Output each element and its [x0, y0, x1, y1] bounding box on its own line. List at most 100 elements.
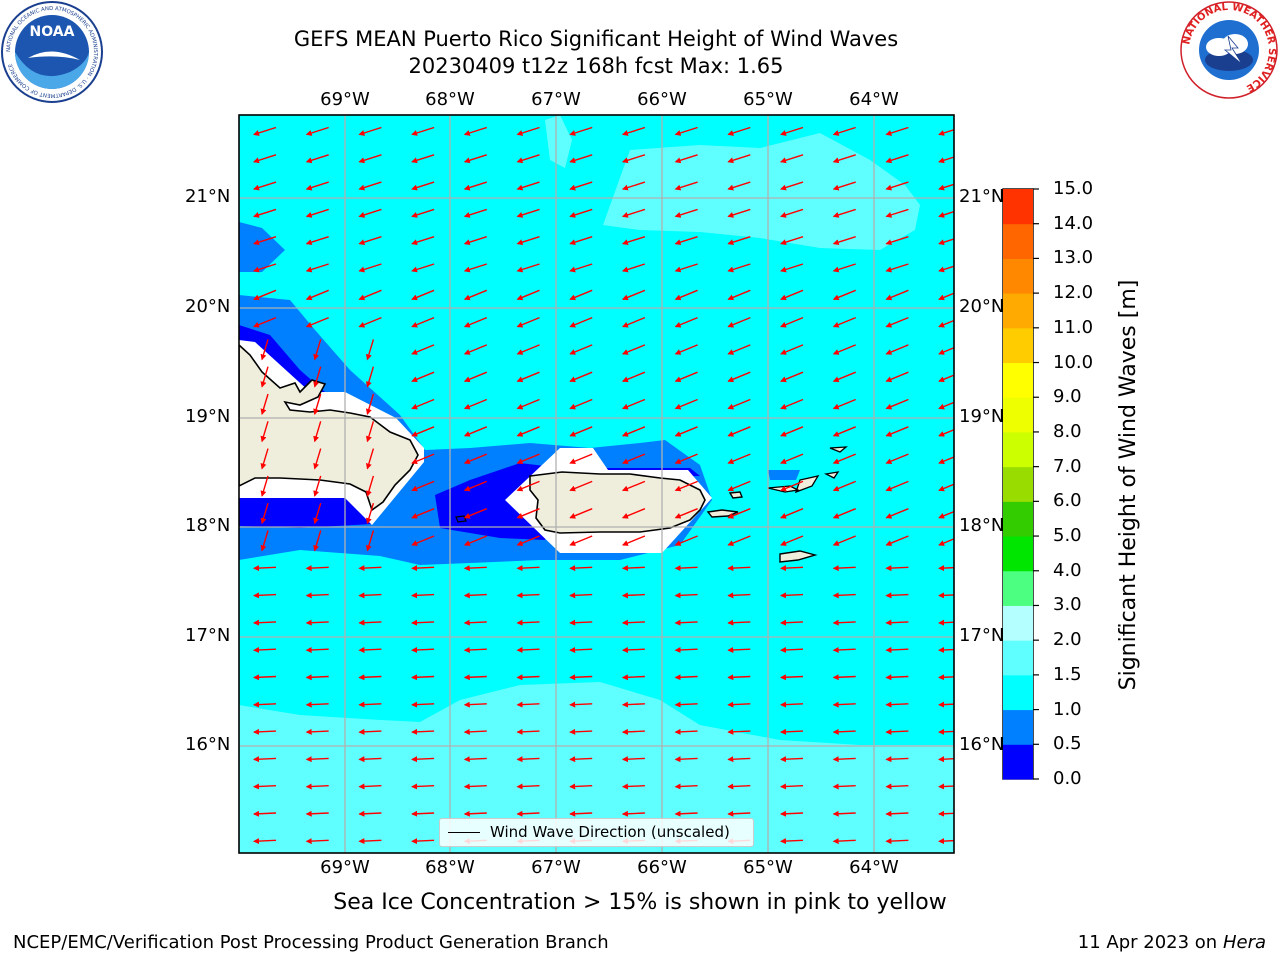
wave-arrow — [832, 344, 856, 355]
wave-arrow — [463, 453, 488, 464]
wave-arrow — [885, 154, 909, 164]
wave-arrow — [305, 289, 329, 301]
wave-arrow — [569, 181, 593, 191]
wave-arrow — [780, 646, 804, 653]
wave-arrow — [885, 592, 909, 599]
wave-arrow — [516, 535, 540, 546]
wave-arrow — [253, 236, 277, 246]
wave-arrow — [569, 783, 593, 790]
wave-arrow — [727, 208, 751, 218]
wave-arrow — [253, 263, 277, 273]
wave-arrow — [411, 592, 435, 599]
wave-arrow — [832, 674, 856, 681]
wave-arrow — [621, 289, 646, 301]
wave-arrow — [569, 236, 593, 246]
wave-arrow — [832, 565, 856, 572]
lat-label-right: 21°N — [959, 186, 1005, 207]
wave-arrow — [569, 592, 593, 599]
wave-arrow — [621, 316, 646, 328]
wave-arrow — [885, 565, 909, 572]
wave-arrow — [411, 263, 435, 273]
colorbar-title: Significant Height of Wind Waves [m] — [1116, 279, 1141, 691]
wave-arrow — [885, 756, 909, 763]
wave-arrow — [516, 371, 540, 383]
wave-arrow — [463, 398, 488, 410]
wave-arrow — [569, 535, 593, 546]
wave-arrow — [885, 480, 909, 492]
wave-arrow — [621, 126, 646, 136]
wave-arrow — [621, 646, 645, 653]
wave-arrow — [780, 263, 804, 273]
wave-arrow — [411, 783, 435, 790]
wave-arrow — [885, 535, 909, 546]
wave-arrow — [569, 208, 593, 218]
wave-arrow — [727, 181, 751, 191]
wave-arrow — [621, 783, 645, 790]
wave-arrow — [463, 480, 488, 492]
wave-arrow — [885, 181, 909, 191]
wave-arrow — [253, 592, 277, 599]
wave-arrow — [411, 426, 435, 437]
lon-label-top: 64°W — [849, 89, 899, 110]
wave-arrow — [621, 535, 646, 546]
wave-contour-0-5m-east — [768, 470, 800, 480]
wave-arrow — [569, 154, 593, 164]
wave-arrow — [885, 701, 909, 708]
wave-arrow — [411, 126, 435, 136]
wave-arrow — [313, 339, 322, 361]
wave-arrow — [365, 421, 375, 443]
wave-arrow — [516, 508, 540, 519]
wave-arrow — [463, 701, 487, 708]
wave-arrow — [727, 810, 751, 817]
wave-arrow — [463, 810, 487, 817]
lon-label-bottom: 66°W — [637, 857, 687, 878]
wave-direction-arrows — [253, 126, 954, 845]
wave-arrow — [569, 619, 593, 626]
wave-arrow — [780, 181, 804, 191]
wave-arrow — [305, 565, 329, 572]
colorbar-tick-label: 4.0 — [1053, 559, 1082, 581]
colorbar-tick-label: 0.5 — [1053, 733, 1082, 755]
wave-arrow — [938, 428, 954, 437]
lat-label-left: 20°N — [185, 296, 231, 317]
lon-label-top: 66°W — [637, 89, 687, 110]
wave-arrow — [674, 728, 698, 735]
wave-arrow — [569, 316, 593, 328]
wave-arrow — [305, 838, 329, 845]
land-virgin-islands — [767, 446, 848, 494]
wave-arrow — [253, 838, 277, 845]
wave-arrow — [938, 238, 954, 246]
svg-text:NOAA: NOAA — [30, 24, 75, 40]
wave-arrow — [727, 426, 751, 437]
colorbar-tick-label: 9.0 — [1053, 386, 1082, 408]
wave-arrow — [411, 208, 435, 218]
wave-arrow — [727, 592, 751, 599]
wave-arrow — [253, 154, 277, 164]
wave-arrow — [569, 810, 593, 817]
wave-arrow — [674, 674, 698, 681]
wave-arrow — [674, 646, 698, 653]
wave-contour-1-5m-south — [239, 682, 954, 853]
wave-arrow — [358, 619, 382, 626]
legend-line-sample — [448, 832, 480, 833]
map-title: GEFS MEAN Puerto Rico Significant Height… — [293, 27, 899, 51]
wave-arrow — [411, 453, 435, 464]
wave-arrow — [674, 398, 698, 410]
wave-arrow — [463, 756, 487, 763]
wave-arrow — [621, 480, 646, 492]
wave-arrow — [832, 619, 856, 626]
wave-arrow — [253, 674, 277, 681]
wave-arrow — [305, 756, 329, 763]
legend-label: Wind Wave Direction (unscaled) — [490, 823, 730, 841]
graticule — [239, 115, 954, 853]
wave-arrow — [621, 426, 646, 437]
wave-arrow — [938, 756, 954, 763]
lon-label-bottom: 65°W — [743, 857, 793, 878]
wave-arrow — [727, 508, 751, 519]
wave-arrow — [780, 289, 804, 301]
wave-arrow — [727, 398, 751, 410]
wave-arrow — [463, 344, 488, 355]
wave-arrow — [621, 756, 645, 763]
wave-arrow — [411, 756, 435, 763]
wave-arrow — [358, 838, 382, 845]
